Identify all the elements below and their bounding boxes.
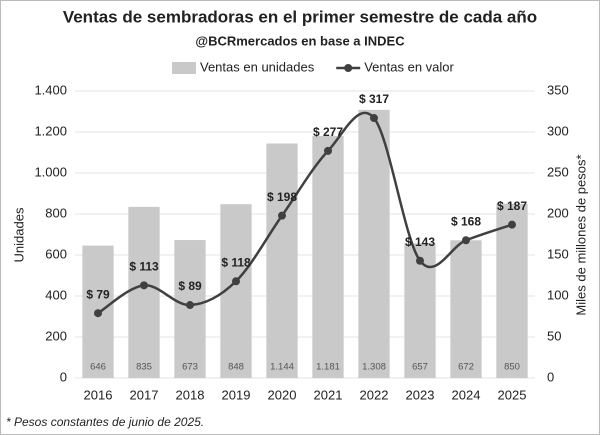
- bar-value-label: 1.181: [316, 362, 340, 373]
- x-tick-label: 2017: [130, 387, 159, 402]
- line-value-label: $ 168: [451, 214, 481, 228]
- line-marker: [278, 211, 286, 220]
- x-tick-label: 2023: [406, 387, 435, 402]
- bar-value-label: 646: [90, 362, 106, 373]
- y2-tick-label: 50: [547, 328, 561, 343]
- line-marker: [462, 236, 470, 245]
- legend-label: Ventas en valor: [364, 59, 454, 74]
- line-marker: [186, 301, 194, 310]
- legend-swatch: [344, 64, 353, 72]
- y-tick-label: 200: [45, 328, 67, 343]
- line-marker: [370, 114, 378, 123]
- chart-subtitle: @BCRmercados en base a INDEC: [195, 33, 405, 48]
- line-value-label: $ 113: [129, 260, 159, 274]
- y-tick-label: 400: [45, 287, 67, 302]
- line-marker: [94, 309, 102, 318]
- bar-value-label: 848: [228, 362, 244, 373]
- y2-tick-label: 200: [547, 205, 569, 220]
- line-value-label: $ 198: [267, 190, 297, 204]
- x-tick-label: 2021: [314, 387, 343, 402]
- x-tick-label: 2018: [176, 387, 205, 402]
- legend-label: Ventas en unidades: [200, 59, 315, 74]
- y2-axis-label: Miles de millones de pesos*: [573, 154, 588, 315]
- y2-tick-label: 300: [547, 123, 569, 138]
- y2-tick-label: 250: [547, 164, 569, 179]
- footnote: * Pesos constantes de junio de 2025.: [6, 415, 204, 429]
- bar-value-label: 850: [504, 362, 520, 373]
- bar-value-label: 673: [182, 362, 198, 373]
- y-tick-label: 800: [45, 205, 67, 220]
- bar: [312, 135, 344, 378]
- bar-value-label: 657: [412, 362, 428, 373]
- line-value-label: $ 143: [405, 235, 435, 249]
- x-tick-label: 2020: [268, 387, 297, 402]
- y-axis-label: Unidades: [11, 207, 26, 262]
- line-value-label: $ 277: [313, 125, 343, 139]
- line: [97, 111, 513, 315]
- y-tick-label: 600: [45, 246, 67, 261]
- line-marker: [416, 256, 424, 265]
- line-marker: [324, 146, 332, 155]
- x-tick-label: 2016: [84, 387, 113, 402]
- bar-value-label: 672: [458, 362, 474, 373]
- y-tick-label: 0: [60, 369, 67, 384]
- y-tick-label: 1.000: [34, 164, 67, 179]
- y-tick-label: 1.400: [34, 82, 67, 97]
- x-tick-label: 2019: [222, 387, 251, 402]
- line-value-label: $ 118: [221, 255, 251, 269]
- bar-value-label: 1.308: [362, 362, 386, 373]
- line-marker: [508, 220, 516, 229]
- y2-tick-label: 350: [547, 82, 569, 97]
- line-marker: [232, 277, 240, 286]
- x-tick-label: 2025: [498, 387, 527, 402]
- line-value-label: $ 317: [359, 92, 389, 106]
- line-value-label: $ 89: [178, 279, 202, 293]
- bar-value-label: 835: [136, 362, 152, 373]
- y2-tick-label: 0: [547, 369, 554, 384]
- y2-tick-label: 100: [547, 287, 569, 302]
- legend-swatch: [172, 62, 196, 74]
- bar: [496, 203, 528, 378]
- line-value-label: $ 79: [86, 287, 110, 301]
- x-tick-label: 2024: [452, 387, 481, 402]
- line-marker: [140, 281, 148, 290]
- bar: [128, 206, 160, 378]
- bar: [450, 240, 482, 378]
- line-value-label: $ 187: [497, 199, 527, 213]
- y2-tick-label: 150: [547, 246, 569, 261]
- x-tick-label: 2022: [360, 387, 389, 402]
- y-tick-label: 1.200: [34, 123, 67, 138]
- bar-value-label: 1.144: [270, 362, 294, 373]
- bar: [266, 143, 298, 378]
- bar: [358, 109, 390, 379]
- chart-title: Ventas de sembradoras en el primer semes…: [63, 7, 537, 26]
